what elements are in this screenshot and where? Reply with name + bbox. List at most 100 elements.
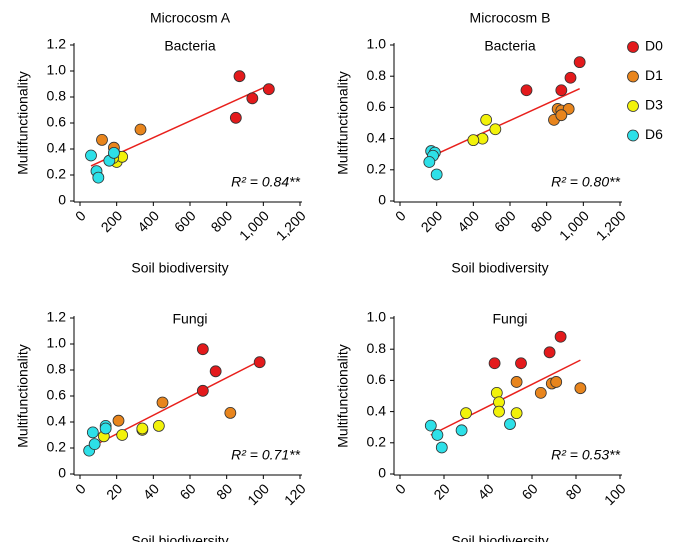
- y-axis-label: Multifunctionality: [335, 344, 351, 448]
- x-tick-label: 60: [518, 480, 540, 502]
- point: [555, 84, 568, 97]
- x-tick-label: 0: [392, 207, 409, 224]
- point: [233, 70, 246, 83]
- x-tick-label: 400: [454, 207, 482, 235]
- y-tick-label: 0.8: [367, 340, 387, 356]
- point: [480, 113, 493, 126]
- point: [550, 376, 563, 388]
- y-tick-label: 0.6: [367, 371, 387, 387]
- x-tick-label: 80: [213, 480, 235, 502]
- x-tick-label: 1,000: [556, 207, 592, 243]
- legend-swatch: [627, 100, 639, 112]
- panel-subtitle: Fungi: [172, 311, 207, 327]
- point: [515, 357, 527, 370]
- y-tick-label: 0: [58, 465, 66, 481]
- point: [86, 426, 99, 439]
- point: [209, 365, 222, 378]
- point: [430, 168, 443, 181]
- y-axis-label: Multifunctionality: [335, 71, 351, 175]
- y-tick-label: 1.0: [47, 335, 67, 351]
- point: [510, 376, 523, 388]
- point: [229, 111, 242, 124]
- x-tick-label: 200: [418, 207, 446, 235]
- point: [88, 438, 101, 451]
- r-squared: R² = 0.80**: [551, 174, 620, 190]
- y-tick-label: 0.8: [367, 67, 387, 83]
- y-tick-label: 0.4: [367, 402, 387, 418]
- x-axis-label: Soil biodiversity: [451, 533, 548, 542]
- x-axis-label: Soil biodiversity: [131, 260, 228, 276]
- point: [423, 156, 436, 168]
- point: [85, 149, 97, 162]
- point: [489, 123, 502, 136]
- x-tick-label: 0: [72, 207, 89, 224]
- point: [574, 382, 587, 395]
- x-tick-label: 120: [281, 480, 309, 508]
- x-tick-label: 40: [474, 480, 496, 502]
- point: [196, 343, 209, 356]
- point: [460, 407, 472, 420]
- trendline: [88, 360, 261, 449]
- point: [534, 386, 547, 399]
- x-tick-label: 20: [103, 480, 125, 502]
- legend-label: D0: [645, 38, 663, 54]
- y-tick-label: 0.4: [47, 140, 67, 156]
- point: [488, 357, 501, 370]
- point: [431, 429, 444, 441]
- point: [116, 429, 129, 441]
- point: [435, 441, 448, 454]
- y-tick-label: 0: [378, 192, 386, 208]
- x-tick-label: 600: [491, 207, 519, 235]
- x-tick-label: 600: [171, 207, 199, 235]
- x-tick-label: 0: [392, 480, 409, 497]
- y-tick-label: 0.4: [47, 413, 67, 429]
- point: [455, 424, 468, 437]
- point: [564, 71, 577, 84]
- legend-label: D3: [645, 97, 663, 113]
- point: [108, 146, 120, 159]
- point: [424, 419, 437, 432]
- y-tick-label: 0.2: [367, 434, 387, 450]
- y-tick-label: 0: [58, 192, 66, 208]
- point: [112, 414, 125, 427]
- x-axis-label: Soil biodiversity: [451, 260, 548, 276]
- r-squared: R² = 0.53**: [551, 447, 620, 463]
- y-tick-label: 0.6: [367, 98, 387, 114]
- point: [96, 133, 108, 146]
- point: [196, 384, 209, 397]
- point: [510, 407, 523, 420]
- panel-title: Microcosm A: [150, 10, 231, 26]
- point: [504, 418, 516, 430]
- point: [555, 109, 568, 122]
- point: [224, 406, 237, 419]
- y-tick-label: 1.0: [367, 309, 387, 325]
- point: [554, 330, 567, 343]
- point: [493, 405, 505, 418]
- y-tick-label: 0.2: [367, 161, 387, 177]
- x-tick-label: 60: [176, 480, 198, 502]
- y-tick-label: 0.6: [47, 114, 67, 130]
- y-tick-label: 1.0: [47, 62, 67, 78]
- r-squared: R² = 0.84**: [231, 174, 300, 190]
- y-tick-label: 1.0: [367, 36, 387, 52]
- x-tick-label: 800: [528, 207, 556, 235]
- point: [136, 422, 149, 435]
- point: [134, 123, 147, 136]
- x-tick-label: 100: [601, 480, 629, 508]
- panel-subtitle: Fungi: [492, 311, 527, 327]
- legend-label: D6: [645, 126, 663, 142]
- y-axis-label: Multifunctionality: [15, 344, 31, 448]
- x-tick-label: 400: [134, 207, 162, 235]
- panel-title: Microcosm B: [470, 10, 551, 26]
- y-tick-label: 0.2: [47, 166, 67, 182]
- legend-label: D1: [645, 67, 663, 83]
- y-tick-label: 0.8: [47, 361, 67, 377]
- y-tick-label: 0: [378, 465, 386, 481]
- legend-swatch: [627, 70, 639, 83]
- x-tick-label: 0: [72, 480, 89, 497]
- y-tick-label: 1.2: [47, 36, 67, 52]
- y-tick-label: 0.8: [47, 88, 67, 104]
- x-tick-label: 20: [430, 480, 452, 502]
- point: [543, 346, 556, 359]
